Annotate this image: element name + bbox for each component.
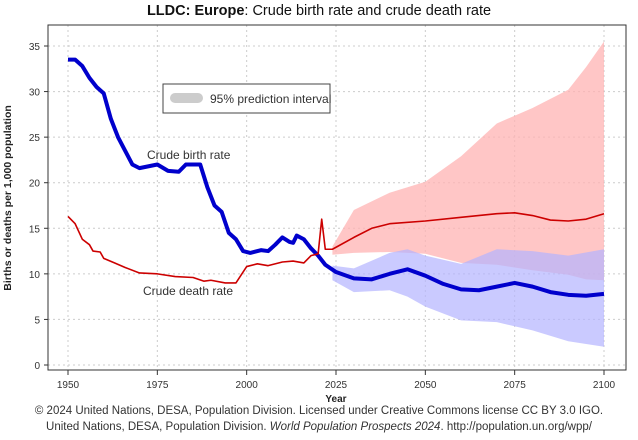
x-tick-label: 1950 — [57, 380, 80, 391]
title-rest: : Crude birth rate and crude death rate — [244, 3, 492, 19]
x-tick-label: 2025 — [325, 380, 348, 391]
series-label-death: Crude death rate — [143, 284, 233, 298]
x-tick-label: 1975 — [146, 380, 169, 391]
prediction-bands — [332, 41, 604, 347]
footer-citation: United Nations, DESA, Population Divisio… — [46, 421, 592, 433]
y-tick-label: 25 — [29, 133, 41, 144]
y-tick-label: 0 — [34, 361, 40, 372]
x-tick-label: 2050 — [414, 380, 437, 391]
birth-rate-line — [68, 57, 605, 298]
birth-rate-prediction-band — [332, 249, 604, 347]
legend-label: 95% prediction interval — [210, 92, 331, 106]
series-label-birth: Crude birth rate — [147, 148, 231, 162]
y-tick-label: 20 — [29, 179, 41, 190]
y-tick-label: 10 — [29, 270, 41, 281]
x-tick-label: 2075 — [504, 380, 527, 391]
y-tick-label: 15 — [29, 224, 41, 235]
footer-copyright: © 2024 United Nations, DESA, Population … — [34, 405, 604, 417]
y-tick-label: 30 — [29, 88, 41, 99]
y-tick-label: 5 — [34, 315, 40, 326]
series-lines — [67, 57, 605, 298]
death-rate-line — [67, 211, 605, 284]
plot-frame — [47, 24, 627, 371]
x-tick-label: 2100 — [593, 380, 616, 391]
x-tick-label: 2000 — [236, 380, 259, 391]
legend: 95% prediction interval — [162, 83, 331, 114]
x-axis-label: Year — [325, 394, 346, 405]
chart-title: LLDC: Europe: Crude birth rate and crude… — [0, 3, 638, 19]
y-axis-label: Births or deaths per 1,000 population — [2, 105, 14, 291]
death-rate-prediction-band — [332, 41, 604, 281]
y-tick-label: 35 — [29, 42, 41, 53]
ticks: 1950 1975 2000 2025 2050 2075 2100051015202530… — [29, 42, 616, 391]
legend-swatch — [170, 93, 203, 103]
title-bold: LLDC: Europe — [146, 3, 245, 19]
